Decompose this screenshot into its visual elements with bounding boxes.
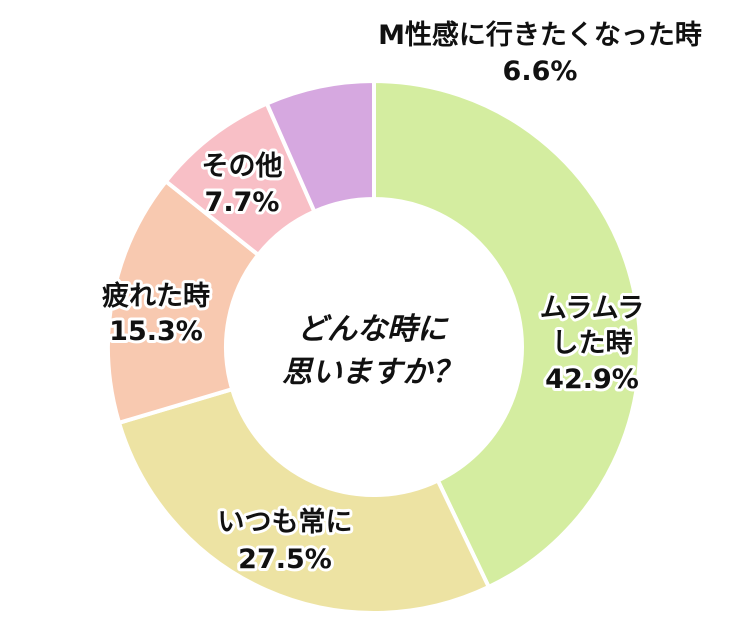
slice-percent-always: 27.5% bbox=[238, 544, 332, 575]
slice-percent-other: 7.7% bbox=[205, 187, 280, 218]
slice-percent-m-seikan: 6.6% bbox=[503, 56, 578, 87]
slice-percent-muramura: 42.9% bbox=[545, 364, 639, 395]
slice-label-other: その他 bbox=[202, 151, 283, 182]
slice-always bbox=[117, 387, 491, 615]
slice-m-seikan bbox=[264, 79, 376, 214]
slice-label-muramura-line-1: ムラムラ bbox=[540, 293, 645, 324]
slice-muramura bbox=[372, 79, 642, 589]
slice-label-muramura-line-2: した時 bbox=[552, 328, 633, 359]
slice-label-always: いつも常に bbox=[218, 507, 353, 538]
slice-label-tired: 疲れた時 bbox=[102, 280, 210, 312]
center-title: どんな時に 思いますか？ bbox=[282, 312, 462, 390]
center-title-line-2: 思いますか？ bbox=[282, 355, 462, 390]
slice-label-m-seikan: M性感に行きたくなった時 bbox=[378, 19, 702, 51]
donut-slices bbox=[106, 79, 642, 615]
slice-labels: ムラムラ した時 42.9% いつも常に 27.5% 疲れた時 15.3% その… bbox=[99, 16, 705, 578]
slice-percent-tired: 15.3% bbox=[109, 316, 203, 347]
center-title-line-1: どんな時に bbox=[297, 312, 449, 347]
